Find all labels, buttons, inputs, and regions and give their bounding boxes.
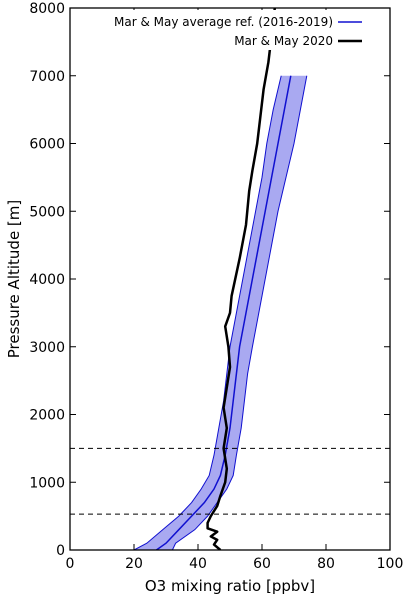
legend-box — [92, 10, 367, 50]
x-tick-label: 20 — [125, 556, 143, 572]
series-2020-line — [206, 8, 277, 550]
y-tick-label: 7000 — [29, 69, 65, 85]
y-tick-label: 3000 — [29, 340, 65, 356]
x-tick-label: 100 — [377, 556, 404, 572]
legend-label-reference: Mar & May average ref. (2016-2019) — [114, 15, 333, 29]
y-tick-label: 8000 — [29, 1, 65, 17]
reference-variability-band — [134, 75, 307, 550]
y-tick-label: 5000 — [29, 204, 65, 220]
y-tick-label: 6000 — [29, 137, 65, 153]
legend-label-2020: Mar & May 2020 — [234, 34, 333, 48]
x-tick-label: 40 — [189, 556, 207, 572]
legend: Mar & May average ref. (2016-2019) Mar &… — [92, 10, 367, 50]
y-tick-label: 0 — [56, 543, 65, 559]
y-axis-title: Pressure Altitude [m] — [5, 200, 23, 359]
y-tick-label: 1000 — [29, 475, 65, 491]
x-tick-label: 80 — [317, 556, 335, 572]
y-tick-label: 4000 — [29, 272, 65, 288]
x-axis-title: O3 mixing ratio [ppbv] — [145, 577, 315, 595]
reference-mean-line — [155, 75, 292, 550]
y-tick-label: 2000 — [29, 408, 65, 424]
x-tick-label: 60 — [253, 556, 271, 572]
x-tick-label: 0 — [66, 556, 75, 572]
